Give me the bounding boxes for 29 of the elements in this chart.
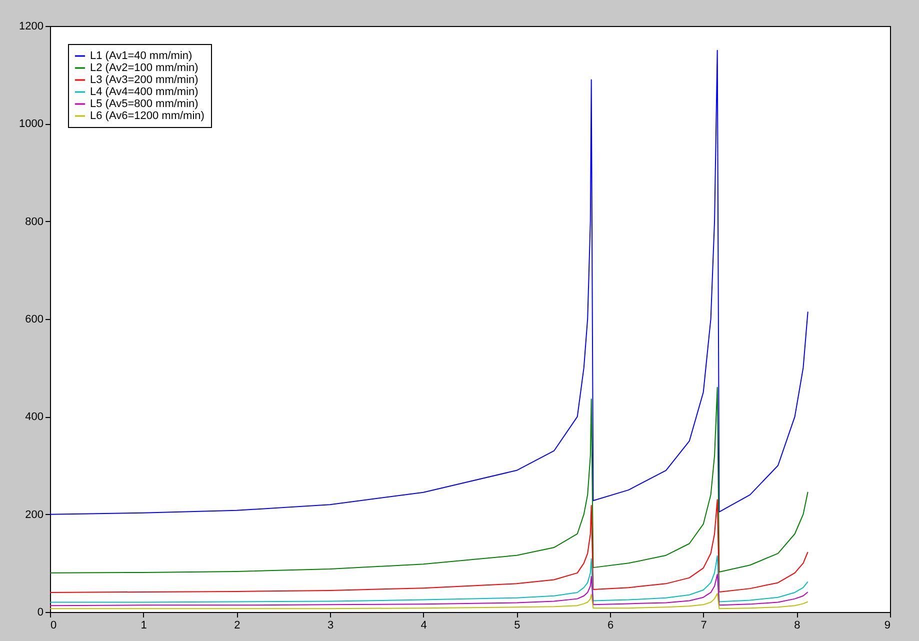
- x-tick-label: 0: [50, 620, 57, 632]
- y-tick-label: 1200: [19, 20, 44, 32]
- legend-label: L1 (Av1=40 mm/min): [90, 50, 192, 62]
- x-tick-label: 8: [794, 620, 800, 632]
- legend-label: L2 (Av2=100 mm/min): [90, 62, 198, 74]
- x-tick-label: 5: [514, 620, 520, 632]
- x-tick-label: 1: [140, 620, 147, 632]
- x-tick-label: 9: [884, 620, 890, 632]
- legend-label: L3 (Av3=200 mm/min): [90, 74, 198, 86]
- x-tick-label: 2: [234, 620, 240, 632]
- legend-label: L6 (Av6=1200 mm/min): [90, 110, 204, 122]
- x-tick-label: 6: [607, 620, 614, 632]
- y-tick-label: 1000: [19, 118, 44, 130]
- line-series: [50, 50, 808, 515]
- x-tick-label: 3: [327, 620, 334, 632]
- y-tick-label: 800: [25, 216, 44, 228]
- line-series: [50, 592, 808, 610]
- line-series: [50, 499, 808, 593]
- x-tick-label: 7: [700, 620, 707, 632]
- line-series: [50, 574, 808, 606]
- line-series: [50, 386, 808, 574]
- y-tick-label: 0: [37, 606, 44, 618]
- y-tick-label: 200: [25, 508, 44, 521]
- x-tick-label: 4: [420, 620, 427, 632]
- y-tick-label: 400: [25, 411, 44, 424]
- legend-label: L5 (Av5=800 mm/min): [90, 98, 198, 110]
- legend-label: L4 (Av4=400 mm/min): [90, 86, 198, 98]
- line-series: [50, 555, 808, 603]
- y-tick-label: 600: [25, 314, 44, 326]
